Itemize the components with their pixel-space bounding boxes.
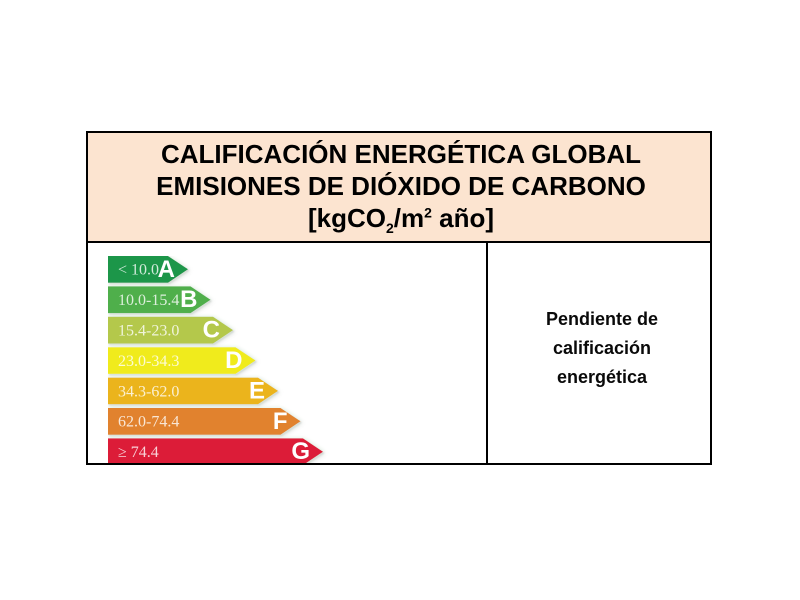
svg-text:G: G [291, 438, 310, 465]
svg-text:23.0-34.3: 23.0-34.3 [118, 353, 179, 370]
svg-text:C: C [203, 317, 220, 344]
svg-text:34.3-62.0: 34.3-62.0 [118, 383, 179, 400]
svg-text:F: F [273, 408, 288, 435]
svg-text:B: B [180, 286, 197, 313]
svg-text:D: D [225, 347, 242, 374]
svg-text:10.0-15.4: 10.0-15.4 [118, 292, 179, 309]
svg-text:≥ 74.4: ≥ 74.4 [118, 444, 159, 461]
svg-text:A: A [158, 256, 175, 283]
svg-text:15.4-23.0: 15.4-23.0 [118, 323, 179, 340]
svg-text:< 10.0: < 10.0 [118, 262, 159, 279]
svg-text:E: E [249, 377, 265, 404]
svg-text:62.0-74.4: 62.0-74.4 [118, 414, 179, 431]
